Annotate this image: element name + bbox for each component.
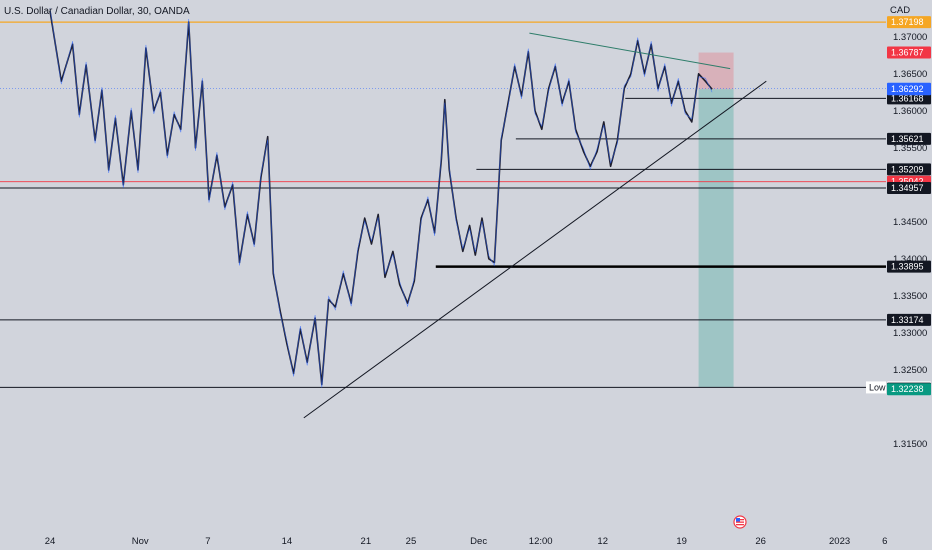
trendline-1[interactable]	[529, 32, 731, 70]
x-tick-label: 12	[597, 536, 608, 547]
x-tick-label: 7	[205, 536, 210, 547]
x-tick-label: 21	[361, 536, 372, 547]
y-tick-label: 1.37000	[893, 32, 927, 43]
price-tag-label: 1.35621	[891, 134, 924, 144]
price-tag-1.34957	[887, 181, 931, 194]
y-tick-label: 1.34000	[893, 254, 927, 265]
x-axis[interactable]: 24 Nov 7 14 21 25 Dec 12:00 12 19 26 2023 6	[45, 536, 888, 547]
trendline-0[interactable]	[303, 80, 767, 419]
take-profit-zone[interactable]	[698, 89, 734, 388]
x-tick-label: 19	[676, 536, 687, 547]
price-tag-1.35209	[887, 163, 931, 176]
x-tick-label: 12:00	[529, 536, 553, 547]
x-tick-label: 6	[882, 536, 887, 547]
y-tick-label: 1.33500	[893, 291, 927, 302]
currency-label: CAD	[890, 5, 910, 16]
position-tool[interactable]	[698, 52, 734, 388]
y-tick-label: 1.31500	[893, 439, 927, 450]
price-tag-1.36787	[887, 46, 931, 59]
x-tick-label: Dec	[470, 536, 487, 547]
price-tag-1.35621	[887, 132, 931, 145]
price-tag-label: 1.34957	[891, 183, 924, 193]
price-tag-label: 1.37198	[891, 17, 924, 27]
price-tag-label: 1.36787	[891, 48, 924, 58]
x-tick-label: 14	[282, 536, 293, 547]
price-tag-label: 1.32238	[891, 384, 924, 394]
horizontal-levels[interactable]	[0, 21, 886, 388]
price-series	[49, 7, 713, 388]
x-tick-label: 25	[406, 536, 417, 547]
y-tick-label: 1.36000	[893, 106, 927, 117]
price-tag-1.33895	[887, 260, 931, 273]
x-tick-label: 26	[755, 536, 766, 547]
price-tag-1.36292	[887, 83, 931, 96]
stop-loss-zone[interactable]	[698, 52, 734, 90]
x-tick-label: Nov	[132, 536, 149, 547]
price-tag-1.37198	[887, 16, 931, 29]
chart-title: U.S. Dollar / Canadian Dollar, 30, OANDA	[4, 6, 190, 17]
price-tag-1.32238	[887, 383, 931, 396]
price-tag-1.36168	[887, 92, 931, 105]
y-tick-label: 1.35500	[893, 143, 927, 154]
price-tag-label: 1.36292	[891, 84, 924, 94]
price-tag-label: 1.33895	[891, 262, 924, 272]
us-flag-icon[interactable]	[733, 515, 747, 529]
y-axis[interactable]: 1.37000 1.36500 1.36000 1.35500 1.34500 1.340…	[886, 0, 932, 550]
x-tick-label: 24	[45, 536, 56, 547]
price-tag-pre-bg	[866, 381, 886, 394]
y-tick-label: 1.32500	[893, 365, 927, 376]
price-tags: 1.371981.362981.361681.356211.352091.350…	[866, 16, 931, 396]
price-tag-pre-label: Low	[869, 382, 886, 392]
price-tag-label: 1.35042	[891, 177, 924, 187]
y-tick-label: 1.33000	[893, 328, 927, 339]
price-tag-label: 1.33174	[891, 315, 924, 325]
trendlines[interactable]	[303, 32, 767, 419]
price-tag-label: 1.36168	[891, 93, 924, 103]
price-wick-line	[49, 7, 713, 388]
price-tag-label: 1.35209	[891, 164, 924, 174]
price-tag-1.33174	[887, 313, 931, 326]
x-tick-label: 2023	[829, 536, 850, 547]
y-axis-background	[886, 0, 932, 550]
y-tick-label: 1.34500	[893, 217, 927, 228]
y-tick-label: 1.36500	[893, 69, 927, 80]
